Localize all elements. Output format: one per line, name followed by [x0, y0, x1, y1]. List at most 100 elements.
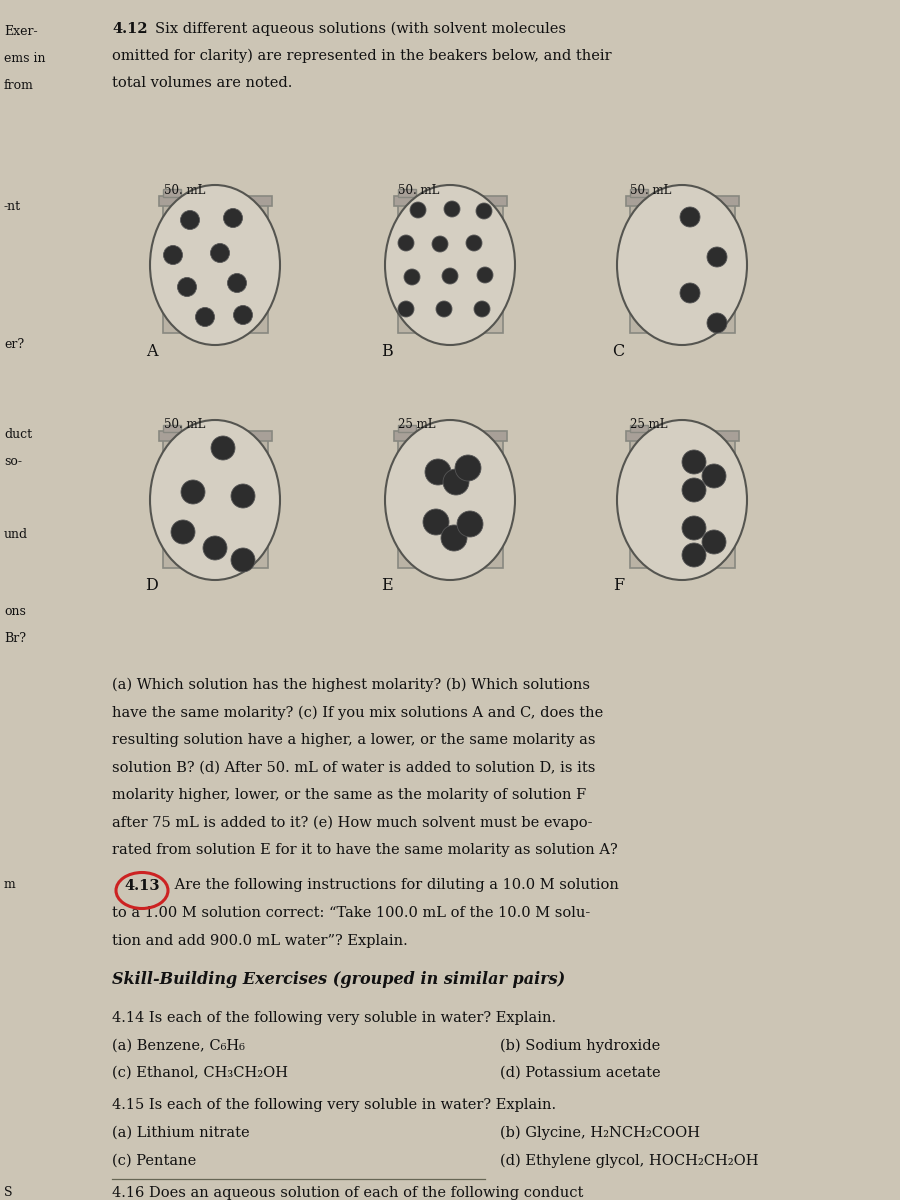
- Ellipse shape: [150, 185, 280, 346]
- Bar: [398, 190, 416, 197]
- Text: so-: so-: [4, 455, 22, 468]
- Text: total volumes are noted.: total volumes are noted.: [112, 76, 292, 90]
- Text: 25 mL: 25 mL: [399, 419, 436, 432]
- Circle shape: [436, 301, 452, 317]
- Ellipse shape: [385, 185, 515, 346]
- Text: (c) Pentane: (c) Pentane: [112, 1153, 196, 1168]
- Circle shape: [466, 235, 482, 251]
- Text: 50. mL: 50. mL: [631, 184, 672, 197]
- Circle shape: [432, 236, 448, 252]
- Text: A: A: [146, 342, 158, 360]
- Bar: [626, 196, 739, 205]
- Text: Six different aqueous solutions (with solvent molecules: Six different aqueous solutions (with so…: [155, 22, 566, 36]
- Ellipse shape: [617, 420, 747, 580]
- Circle shape: [181, 210, 200, 229]
- Text: have the same molarity? (c) If you mix solutions A and C, does the: have the same molarity? (c) If you mix s…: [112, 706, 603, 720]
- Bar: [398, 198, 502, 332]
- Text: (d) Ethylene glycol, HOCH₂CH₂OH: (d) Ethylene glycol, HOCH₂CH₂OH: [500, 1153, 759, 1168]
- Circle shape: [707, 313, 727, 332]
- Circle shape: [164, 246, 183, 264]
- Circle shape: [423, 509, 449, 535]
- Circle shape: [203, 536, 227, 560]
- Circle shape: [443, 469, 469, 494]
- Text: E: E: [381, 577, 392, 594]
- Circle shape: [233, 306, 253, 324]
- Circle shape: [177, 277, 196, 296]
- Circle shape: [702, 530, 726, 554]
- Circle shape: [702, 464, 726, 488]
- Circle shape: [441, 526, 467, 551]
- Text: C: C: [612, 342, 625, 360]
- Text: -nt: -nt: [4, 200, 21, 214]
- Bar: [158, 431, 272, 440]
- Bar: [629, 432, 734, 568]
- Circle shape: [228, 274, 247, 293]
- Text: D: D: [145, 577, 158, 594]
- Circle shape: [398, 235, 414, 251]
- Text: from: from: [4, 79, 34, 92]
- Text: (a) Benzene, C₆H₆: (a) Benzene, C₆H₆: [112, 1038, 245, 1052]
- Text: S: S: [4, 1186, 13, 1199]
- Text: tion and add 900.0 mL water”? Explain.: tion and add 900.0 mL water”? Explain.: [112, 934, 408, 948]
- Circle shape: [181, 480, 205, 504]
- Circle shape: [444, 200, 460, 217]
- Text: rated from solution E for it to have the same molarity as solution A?: rated from solution E for it to have the…: [112, 842, 617, 857]
- Bar: [158, 196, 272, 205]
- Text: 50. mL: 50. mL: [399, 184, 440, 197]
- Text: (a) Which solution has the highest molarity? (b) Which solutions: (a) Which solution has the highest molar…: [112, 678, 590, 692]
- Text: (d) Potassium acetate: (d) Potassium acetate: [500, 1066, 661, 1080]
- Bar: [393, 431, 507, 440]
- Bar: [629, 198, 734, 332]
- Circle shape: [211, 436, 235, 460]
- Circle shape: [474, 301, 490, 317]
- Bar: [626, 431, 739, 440]
- Circle shape: [410, 202, 426, 218]
- Circle shape: [442, 268, 458, 284]
- Circle shape: [404, 269, 420, 284]
- Bar: [398, 432, 502, 568]
- Ellipse shape: [617, 185, 747, 346]
- Bar: [393, 196, 507, 205]
- Circle shape: [680, 283, 700, 302]
- Text: und: und: [4, 528, 28, 541]
- Text: F: F: [614, 577, 625, 594]
- Text: Br?: Br?: [4, 632, 26, 646]
- Circle shape: [682, 478, 706, 502]
- Bar: [629, 425, 647, 432]
- Text: resulting solution have a higher, a lower, or the same molarity as: resulting solution have a higher, a lowe…: [112, 733, 596, 746]
- Text: to a 1.00 M solution correct: “Take 100.0 mL of the 10.0 M solu-: to a 1.00 M solution correct: “Take 100.…: [112, 906, 590, 920]
- Text: (c) Ethanol, CH₃CH₂OH: (c) Ethanol, CH₃CH₂OH: [112, 1066, 288, 1080]
- Text: 4.14 Is each of the following very soluble in water? Explain.: 4.14 Is each of the following very solub…: [112, 1010, 556, 1025]
- Circle shape: [231, 548, 255, 572]
- Text: 25 mL: 25 mL: [631, 419, 668, 432]
- Text: Skill-Building Exercises (grouped in similar pairs): Skill-Building Exercises (grouped in sim…: [112, 971, 565, 988]
- Circle shape: [476, 203, 492, 218]
- Circle shape: [195, 307, 214, 326]
- Text: solution B? (d) After 50. mL of water is added to solution D, is its: solution B? (d) After 50. mL of water is…: [112, 761, 596, 774]
- Circle shape: [682, 450, 706, 474]
- Circle shape: [682, 516, 706, 540]
- Text: 4.13: 4.13: [124, 878, 160, 893]
- Circle shape: [211, 244, 230, 263]
- Text: (b) Sodium hydroxide: (b) Sodium hydroxide: [500, 1038, 661, 1052]
- Circle shape: [398, 301, 414, 317]
- Text: ems in: ems in: [4, 52, 46, 65]
- Text: 4.12: 4.12: [112, 22, 148, 36]
- Bar: [398, 425, 416, 432]
- Circle shape: [171, 520, 195, 544]
- Text: m: m: [4, 878, 16, 892]
- Text: ons: ons: [4, 605, 26, 618]
- Text: 50. mL: 50. mL: [164, 184, 205, 197]
- Text: (a) Lithium nitrate: (a) Lithium nitrate: [112, 1126, 249, 1140]
- Bar: [629, 190, 647, 197]
- Circle shape: [477, 266, 493, 283]
- Text: 50. mL: 50. mL: [164, 419, 205, 432]
- Circle shape: [680, 206, 700, 227]
- Bar: [163, 432, 267, 568]
- Bar: [163, 425, 181, 432]
- Bar: [163, 198, 267, 332]
- Circle shape: [231, 484, 255, 508]
- Text: 4.16 Does an aqueous solution of each of the following conduct: 4.16 Does an aqueous solution of each of…: [112, 1186, 583, 1200]
- Text: er?: er?: [4, 338, 24, 352]
- Text: molarity higher, lower, or the same as the molarity of solution F: molarity higher, lower, or the same as t…: [112, 788, 586, 802]
